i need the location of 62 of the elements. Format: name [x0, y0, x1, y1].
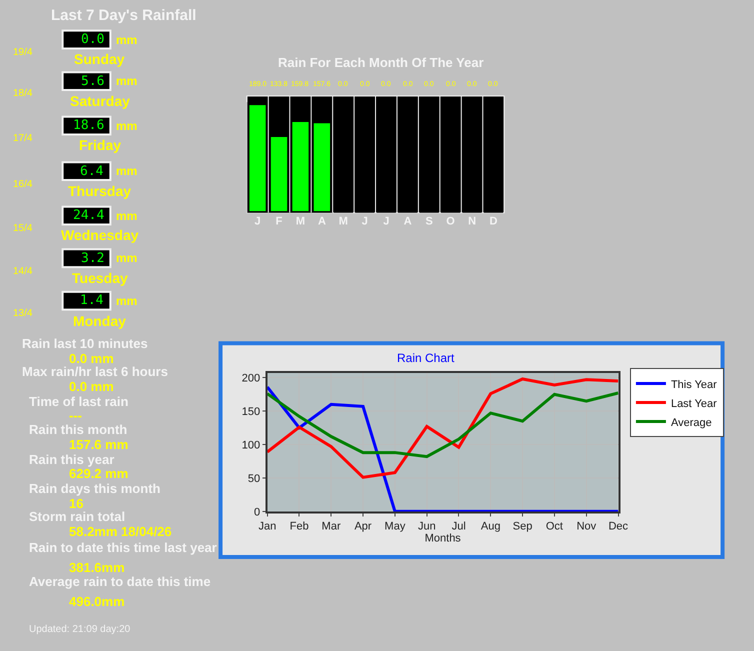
- x-tick-label: Sep: [512, 520, 532, 533]
- text: 157.6 mm: [69, 437, 128, 452]
- line-series: [267, 377, 618, 479]
- text: Wednesday: [61, 227, 139, 243]
- x-tick-label: Nov: [576, 520, 597, 533]
- text: 3.2: [81, 251, 104, 266]
- text: 0.0 mm: [69, 379, 114, 394]
- text: mm: [116, 74, 138, 88]
- x-tick-label: Feb: [290, 520, 309, 533]
- text: Sunday: [74, 51, 125, 67]
- text: mm: [116, 209, 138, 223]
- legend-label: Average: [670, 416, 712, 429]
- text: 58.2mm 18/04/26: [69, 524, 172, 539]
- text: ---: [69, 408, 82, 423]
- x-tick-label: Jan: [258, 520, 276, 533]
- text: 14/4: [13, 266, 33, 277]
- text: 381.6mm: [69, 560, 125, 575]
- text: mm: [116, 33, 138, 47]
- text: mm: [116, 164, 138, 178]
- x-tick-label: Jul: [452, 520, 466, 533]
- text: 0.0 mm: [69, 351, 114, 366]
- y-tick-label: 0: [254, 506, 260, 518]
- legend-label: This Year: [670, 378, 718, 391]
- text: 18/4: [13, 88, 33, 99]
- text: 6.4: [80, 164, 104, 179]
- x-tick-label: Oct: [546, 520, 564, 533]
- text: 629.2 mm: [69, 466, 128, 481]
- y-tick-label: 200: [242, 372, 260, 384]
- text: mm: [116, 294, 138, 308]
- text: 0.0: [81, 32, 104, 47]
- text: 15/4: [13, 223, 33, 234]
- text: 5.6: [81, 74, 104, 89]
- text: 16: [69, 496, 84, 511]
- text: 17/4: [13, 133, 33, 144]
- y-tick-label: 50: [248, 472, 260, 485]
- text: 18.6: [73, 118, 104, 133]
- text: Saturday: [70, 93, 130, 109]
- text: Monday: [73, 313, 126, 329]
- text: 496.0mm: [69, 594, 125, 609]
- text: 13/4: [13, 308, 33, 319]
- text: Tuesday: [72, 270, 128, 286]
- line-series: [267, 385, 618, 512]
- x-tick-label: Jun: [418, 520, 436, 533]
- text: 19/4: [13, 47, 33, 58]
- text: Thursday: [68, 183, 132, 199]
- text: mm: [116, 119, 138, 133]
- line-series: [267, 392, 618, 458]
- x-tick-label: Mar: [322, 520, 341, 533]
- x-axis-title: Months: [424, 532, 462, 545]
- text: 24.4: [73, 208, 104, 223]
- y-tick-label: 150: [242, 406, 260, 418]
- text: 16/4: [13, 179, 33, 190]
- legend-label: Last Year: [670, 398, 718, 410]
- y-tick-label: 100: [242, 439, 260, 452]
- x-tick-label: May: [384, 520, 406, 533]
- x-tick-label: Aug: [480, 520, 500, 533]
- chart-title: Rain Chart: [397, 351, 456, 365]
- text: 1.4: [80, 293, 104, 308]
- text: mm: [116, 251, 138, 265]
- x-tick-label: Apr: [354, 520, 372, 533]
- x-tick-label: Dec: [608, 520, 629, 533]
- text: Friday: [79, 137, 122, 153]
